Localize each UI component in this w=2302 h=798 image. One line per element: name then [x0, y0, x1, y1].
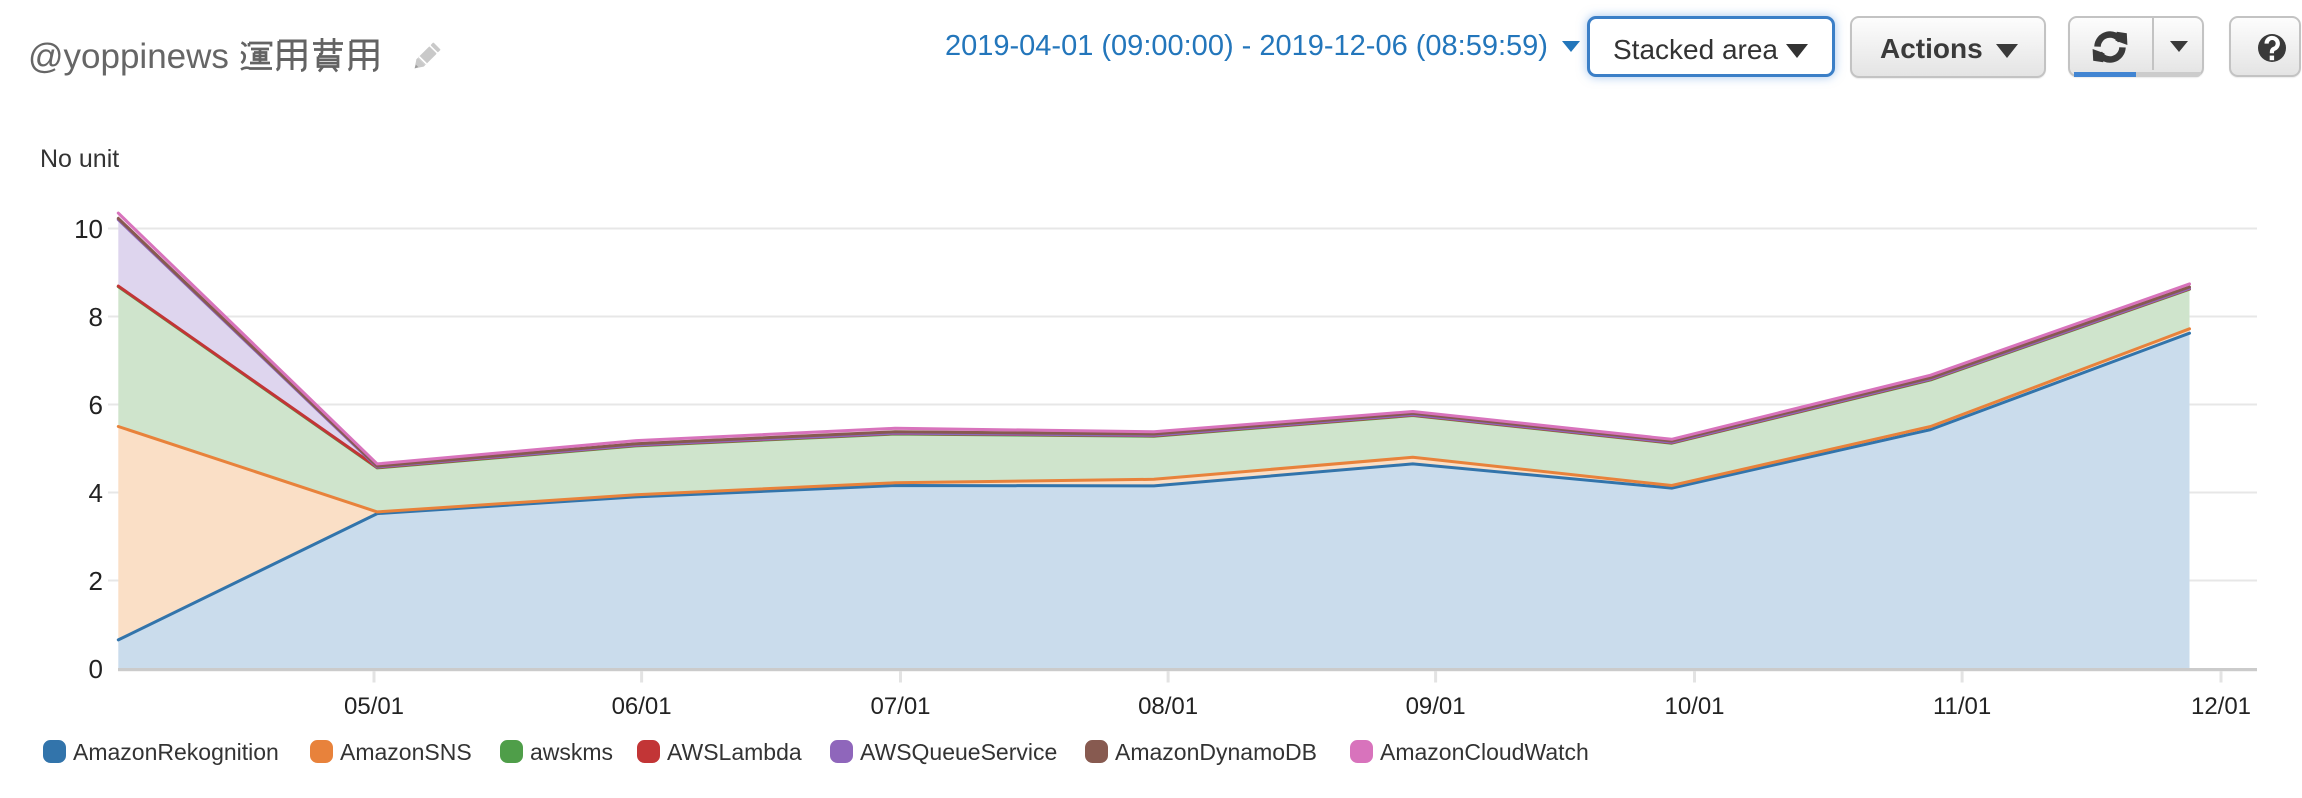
svg-text:AmazonDynamoDB: AmazonDynamoDB	[1115, 739, 1317, 765]
svg-text:AWSLambda: AWSLambda	[667, 739, 802, 765]
svg-text:0: 0	[89, 654, 103, 684]
svg-text:07/01: 07/01	[870, 693, 930, 720]
svg-text:6: 6	[89, 390, 103, 420]
svg-text:awskms: awskms	[530, 739, 613, 765]
svg-text:4: 4	[89, 478, 103, 508]
svg-text:10/01: 10/01	[1664, 693, 1724, 720]
svg-text:AmazonCloudWatch: AmazonCloudWatch	[1380, 739, 1589, 765]
svg-text:10: 10	[74, 214, 103, 244]
svg-text:No unit: No unit	[40, 145, 119, 173]
svg-text:AWSQueueService: AWSQueueService	[860, 739, 1057, 765]
svg-text:08/01: 08/01	[1138, 693, 1198, 720]
svg-text:11/01: 11/01	[1933, 693, 1991, 720]
svg-text:2: 2	[89, 566, 103, 596]
svg-text:@yoppinews: @yoppinews	[28, 37, 229, 76]
svg-text:05/01: 05/01	[344, 693, 404, 720]
svg-text:12/01: 12/01	[2191, 693, 2251, 720]
svg-text:09/01: 09/01	[1406, 693, 1466, 720]
svg-text:06/01: 06/01	[612, 693, 672, 720]
svg-text:AmazonSNS: AmazonSNS	[340, 739, 472, 765]
svg-text:AmazonRekognition: AmazonRekognition	[73, 739, 279, 765]
svg-text:8: 8	[89, 302, 103, 332]
